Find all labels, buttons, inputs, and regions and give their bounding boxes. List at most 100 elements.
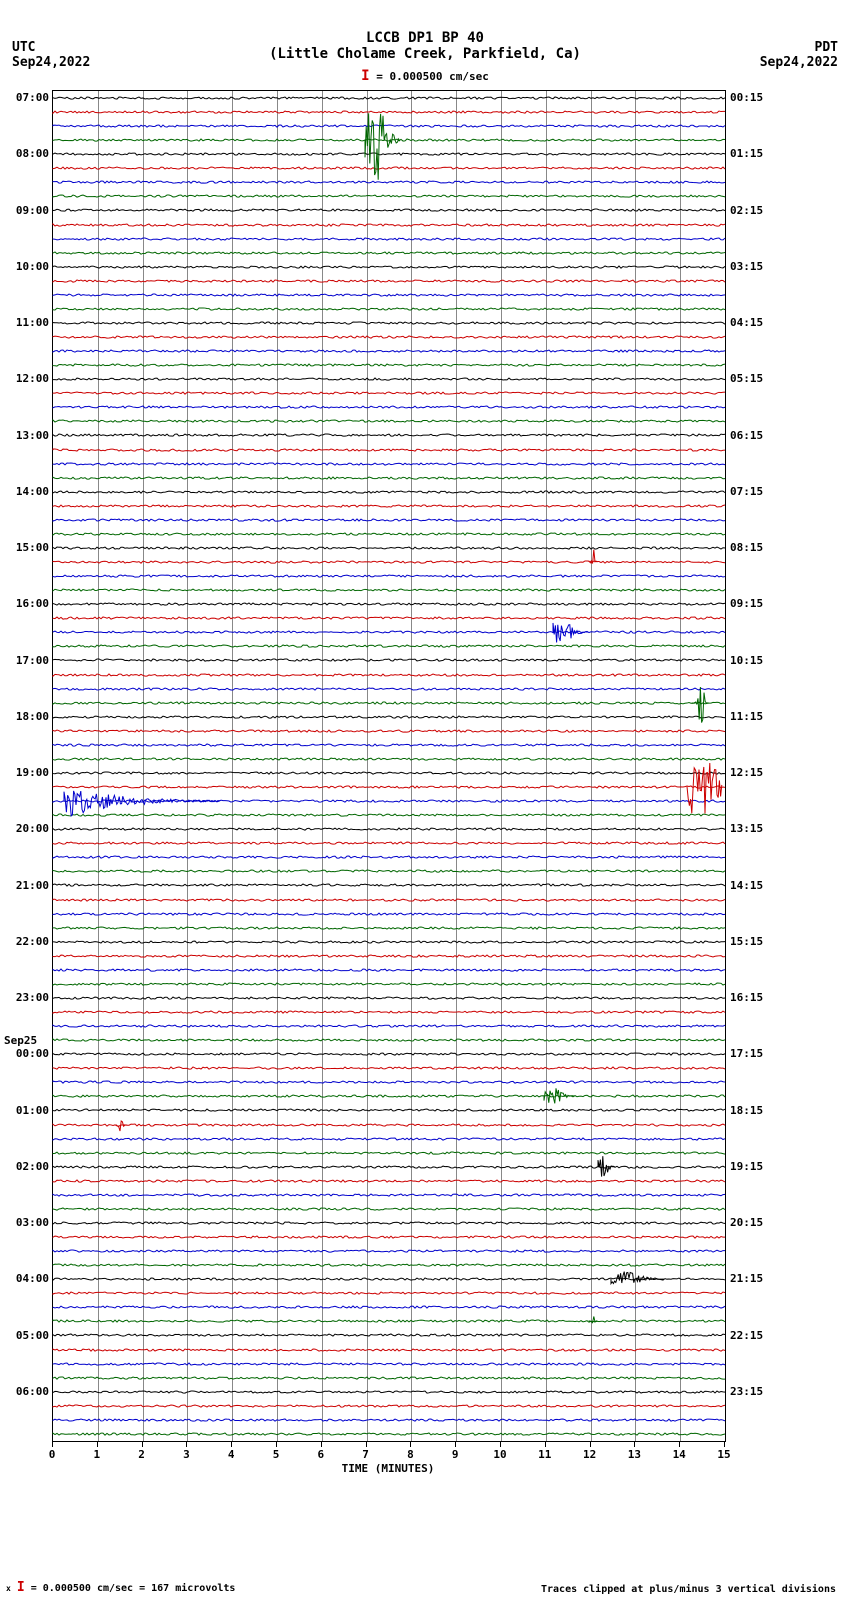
utc-hour-label: 23:00 xyxy=(4,991,49,1004)
x-tick xyxy=(186,1441,187,1447)
pdt-hour-label: 17:15 xyxy=(730,1047,780,1060)
utc-hour-label: 07:00 xyxy=(4,91,49,104)
pdt-hour-label: 04:15 xyxy=(730,316,780,329)
x-tick xyxy=(410,1441,411,1447)
title-line-1: LCCB DP1 BP 40 xyxy=(0,30,850,46)
seismic-trace xyxy=(53,1420,725,1462)
tz-left-label: UTC xyxy=(12,40,35,55)
utc-hour-label: 02:00 xyxy=(4,1160,49,1173)
utc-hour-label: 16:00 xyxy=(4,597,49,610)
pdt-hour-label: 06:15 xyxy=(730,429,780,442)
x-tick-label: 11 xyxy=(538,1448,551,1461)
pdt-hour-label: 20:15 xyxy=(730,1216,780,1229)
utc-hour-label: 22:00 xyxy=(4,935,49,948)
pdt-hour-label: 18:15 xyxy=(730,1104,780,1117)
x-tick-label: 4 xyxy=(228,1448,235,1461)
pdt-hour-label: 14:15 xyxy=(730,879,780,892)
pdt-hour-label: 13:15 xyxy=(730,822,780,835)
utc-hour-label: 18:00 xyxy=(4,710,49,723)
seismic-event xyxy=(553,620,593,644)
chart-header: LCCB DP1 BP 40 (Little Cholame Creek, Pa… xyxy=(0,0,850,84)
pdt-hour-label: 03:15 xyxy=(730,260,780,273)
seismic-event xyxy=(687,757,727,817)
day-separator-label: Sep25 xyxy=(4,1034,37,1047)
seismogram-container: UTC Sep24,2022 PDT Sep24,2022 LCCB DP1 B… xyxy=(0,0,850,1613)
pdt-hour-label: 01:15 xyxy=(730,147,780,160)
pdt-hour-label: 12:15 xyxy=(730,766,780,779)
seismic-event xyxy=(611,1271,669,1287)
utc-hour-label: 10:00 xyxy=(4,260,49,273)
x-tick xyxy=(276,1441,277,1447)
pdt-hour-label: 11:15 xyxy=(730,710,780,723)
utc-hour-label: 01:00 xyxy=(4,1104,49,1117)
x-tick-label: 6 xyxy=(317,1448,324,1461)
pdt-hour-label: 21:15 xyxy=(730,1272,780,1285)
utc-hour-label: 15:00 xyxy=(4,541,49,554)
utc-hour-label: 14:00 xyxy=(4,485,49,498)
x-tick-label: 12 xyxy=(583,1448,596,1461)
pdt-hour-label: 19:15 xyxy=(730,1160,780,1173)
x-tick xyxy=(231,1441,232,1447)
seismic-event xyxy=(598,1155,620,1179)
x-tick-label: 14 xyxy=(673,1448,686,1461)
utc-hour-label: 05:00 xyxy=(4,1329,49,1342)
x-tick-label: 9 xyxy=(452,1448,459,1461)
utc-hour-label: 03:00 xyxy=(4,1216,49,1229)
x-tick xyxy=(724,1441,725,1447)
footer-scale-glyph: I xyxy=(17,1580,25,1595)
utc-hour-label: 19:00 xyxy=(4,766,49,779)
x-tick xyxy=(634,1441,635,1447)
x-tick-label: 0 xyxy=(49,1448,56,1461)
x-tick-label: 2 xyxy=(138,1448,145,1461)
utc-hour-label: 21:00 xyxy=(4,879,49,892)
seismic-event xyxy=(544,1086,579,1106)
x-tick xyxy=(500,1441,501,1447)
scale-glyph: I xyxy=(361,68,369,84)
seismic-event xyxy=(692,673,714,733)
plot-area xyxy=(52,90,726,1442)
x-axis-title: TIME (MINUTES) xyxy=(342,1462,435,1475)
x-tick xyxy=(142,1441,143,1447)
utc-hour-label: 12:00 xyxy=(4,372,49,385)
pdt-hour-label: 10:15 xyxy=(730,654,780,667)
utc-hour-label: 20:00 xyxy=(4,822,49,835)
pdt-hour-label: 00:15 xyxy=(730,91,780,104)
utc-hour-label: 13:00 xyxy=(4,429,49,442)
pdt-hour-label: 07:15 xyxy=(730,485,780,498)
utc-hour-label: 06:00 xyxy=(4,1385,49,1398)
pdt-hour-label: 09:15 xyxy=(730,597,780,610)
seismic-event xyxy=(64,783,225,819)
pdt-hour-label: 02:15 xyxy=(730,204,780,217)
scale-indicator: I = 0.000500 cm/sec xyxy=(0,68,850,84)
seismic-event xyxy=(589,546,602,578)
pdt-hour-label: 05:15 xyxy=(730,372,780,385)
x-tick xyxy=(679,1441,680,1447)
x-tick-label: 1 xyxy=(93,1448,100,1461)
x-tick xyxy=(366,1441,367,1447)
pdt-hour-label: 08:15 xyxy=(730,541,780,554)
x-tick-label: 7 xyxy=(362,1448,369,1461)
pdt-hour-label: 22:15 xyxy=(730,1329,780,1342)
x-tick xyxy=(590,1441,591,1447)
date-right-label: Sep24,2022 xyxy=(760,55,838,70)
scale-text: = 0.000500 cm/sec xyxy=(376,70,489,83)
footer-left-text: = 0.000500 cm/sec = 167 microvolts xyxy=(31,1583,236,1594)
x-tick xyxy=(455,1441,456,1447)
date-left-label: Sep24,2022 xyxy=(12,55,90,70)
utc-hour-label: 08:00 xyxy=(4,147,49,160)
x-tick xyxy=(545,1441,546,1447)
pdt-hour-label: 16:15 xyxy=(730,991,780,1004)
x-tick-label: 13 xyxy=(628,1448,641,1461)
x-tick-label: 5 xyxy=(273,1448,280,1461)
footer-left: x I = 0.000500 cm/sec = 167 microvolts xyxy=(6,1580,235,1595)
x-tick xyxy=(52,1441,53,1447)
utc-hour-label: 09:00 xyxy=(4,204,49,217)
x-tick xyxy=(97,1441,98,1447)
x-tick-label: 10 xyxy=(493,1448,506,1461)
seismic-event xyxy=(365,90,405,190)
seismic-event xyxy=(589,1315,602,1327)
footer-right: Traces clipped at plus/minus 3 vertical … xyxy=(541,1584,836,1595)
seismic-event xyxy=(114,1117,131,1133)
x-tick-label: 8 xyxy=(407,1448,414,1461)
pdt-hour-label: 23:15 xyxy=(730,1385,780,1398)
